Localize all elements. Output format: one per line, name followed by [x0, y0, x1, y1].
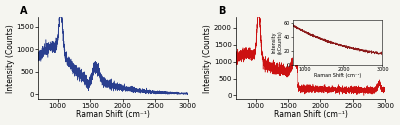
- Text: B: B: [218, 6, 226, 16]
- Y-axis label: Intensity (Counts): Intensity (Counts): [204, 24, 212, 92]
- X-axis label: Raman Shift (cm⁻¹): Raman Shift (cm⁻¹): [76, 110, 150, 120]
- Text: A: A: [20, 6, 28, 16]
- X-axis label: Raman Shift (cm⁻¹): Raman Shift (cm⁻¹): [274, 110, 348, 120]
- Y-axis label: Intensity (Counts): Intensity (Counts): [6, 24, 14, 92]
